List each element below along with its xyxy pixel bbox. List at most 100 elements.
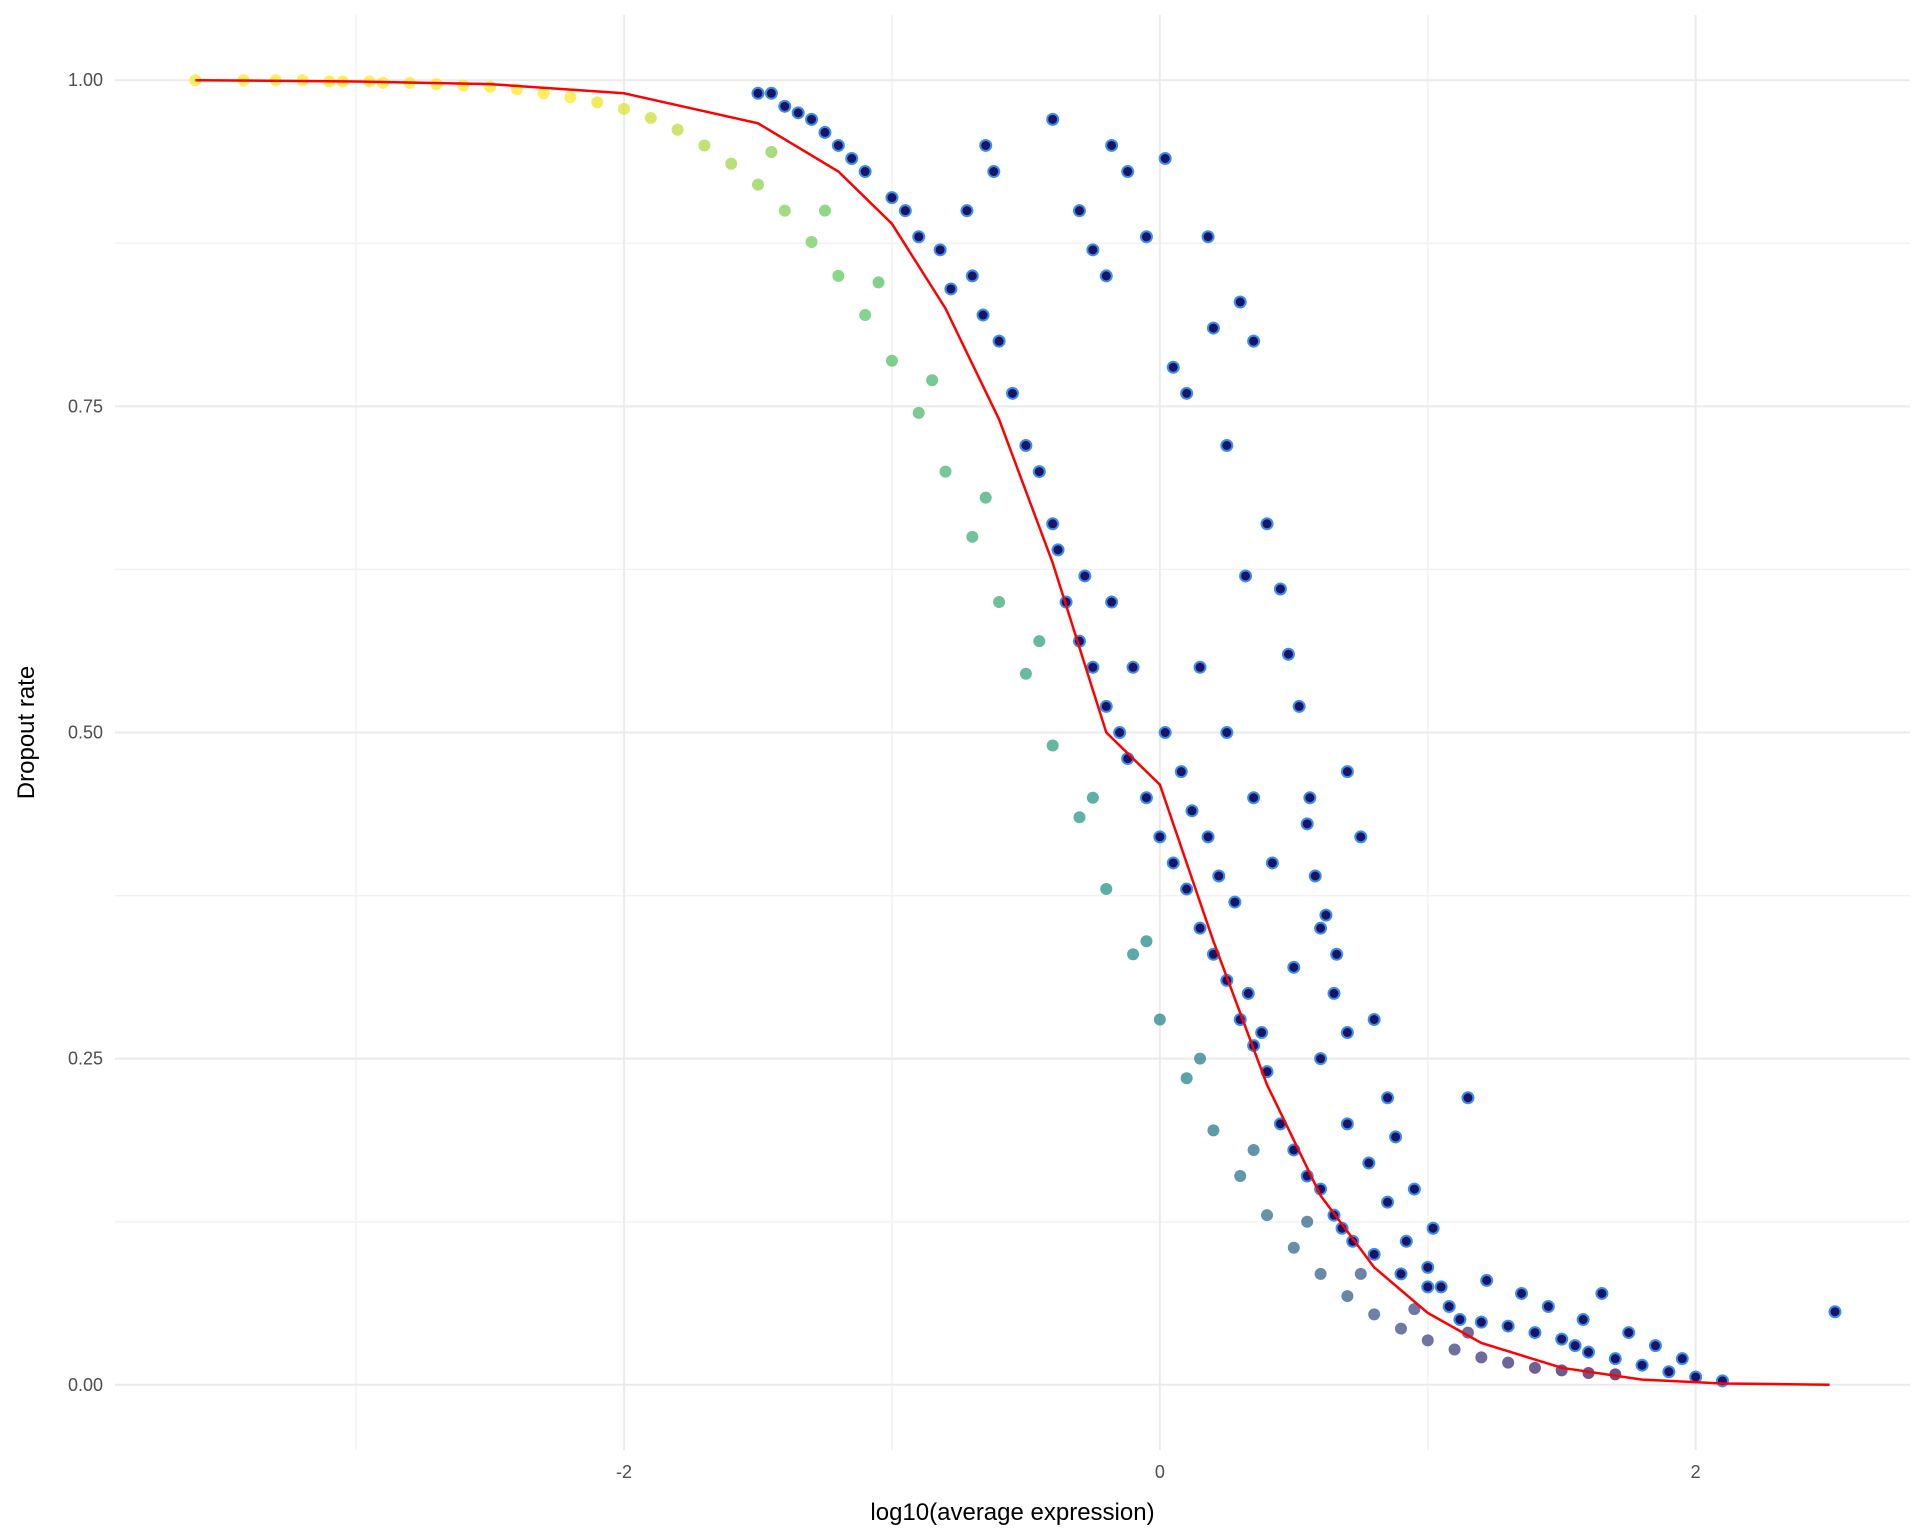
highlighted-point [1314, 1052, 1328, 1066]
x-tick-label: -2 [616, 1462, 632, 1482]
highlighted-point [1308, 869, 1322, 883]
background-point [457, 79, 470, 92]
background-point [671, 123, 684, 136]
y-axis-title: Dropout rate [13, 666, 40, 799]
highlighted-point [1121, 165, 1135, 179]
highlighted-point [1367, 1247, 1381, 1261]
highlighted-point [1314, 921, 1328, 935]
background-point [1528, 1361, 1541, 1374]
highlighted-point [1255, 1026, 1269, 1040]
highlighted-point [764, 86, 778, 100]
highlighted-point [898, 204, 912, 218]
highlighted-point [933, 243, 947, 257]
background-point [859, 309, 872, 322]
highlighted-point [1206, 321, 1220, 335]
highlighted-point [1515, 1286, 1529, 1300]
highlighted-point [1576, 1313, 1590, 1327]
highlighted-point [751, 86, 765, 100]
highlighted-point [1193, 660, 1207, 674]
highlighted-point [1528, 1326, 1542, 1340]
background-point [1019, 667, 1032, 680]
background-point [1261, 1209, 1274, 1222]
highlighted-point [1434, 1280, 1448, 1294]
highlighted-point [1247, 334, 1261, 348]
background-point [939, 465, 952, 478]
background-point [1207, 1124, 1220, 1137]
background-point [926, 374, 939, 387]
highlighted-point [805, 112, 819, 126]
background-point [1301, 1215, 1314, 1228]
highlighted-point [1046, 517, 1060, 531]
highlighted-point [1180, 386, 1194, 400]
highlighted-point [1648, 1339, 1662, 1353]
background-point [1234, 1170, 1247, 1183]
highlighted-point [1099, 269, 1113, 283]
highlighted-point [1139, 230, 1153, 244]
highlighted-point [1265, 856, 1279, 870]
highlighted-point [992, 334, 1006, 348]
background-point [537, 87, 550, 100]
highlighted-point [1086, 660, 1100, 674]
background-point [725, 157, 738, 170]
highlighted-point [1051, 543, 1065, 557]
highlighted-point [1113, 726, 1127, 739]
highlighted-point [1233, 295, 1247, 309]
background-point [1100, 883, 1113, 896]
highlighted-point [1201, 830, 1215, 844]
highlighted-point [1078, 569, 1092, 583]
background-point [966, 530, 979, 543]
highlighted-point [1260, 517, 1274, 531]
highlighted-point [1032, 465, 1046, 479]
highlighted-point [1180, 882, 1194, 896]
highlighted-point [912, 230, 926, 244]
highlighted-point [1367, 1013, 1381, 1026]
highlighted-point [1421, 1280, 1435, 1294]
background-point [832, 269, 845, 282]
highlighted-point [845, 152, 859, 165]
background-point [698, 139, 711, 152]
background-point [644, 112, 657, 125]
background-point [189, 74, 202, 87]
background-point [1247, 1143, 1260, 1156]
background-point [1368, 1308, 1381, 1321]
background-point [591, 96, 604, 109]
background-point [751, 178, 764, 191]
y-tick-label: 1.00 [68, 70, 103, 90]
highlighted-point [1394, 1267, 1408, 1281]
highlighted-point [1407, 1182, 1421, 1196]
highlighted-point [1453, 1313, 1467, 1327]
highlighted-point [1340, 1117, 1354, 1131]
highlighted-point [1330, 947, 1344, 961]
background-point [1448, 1343, 1461, 1356]
highlighted-point [1281, 647, 1295, 661]
background-point [1354, 1267, 1367, 1280]
highlighted-point [1622, 1326, 1636, 1340]
x-tick-label: 2 [1691, 1462, 1701, 1482]
background-points [189, 74, 1622, 1381]
highlighted-point [1399, 1234, 1413, 1248]
background-point [1394, 1322, 1407, 1335]
highlighted-point [1247, 791, 1261, 805]
background-point [1086, 791, 1099, 804]
highlighted-point [1292, 699, 1306, 713]
highlighted-point [1541, 1300, 1555, 1313]
highlighted-point [1273, 582, 1287, 596]
background-point [484, 80, 497, 93]
highlighted-point [1568, 1339, 1582, 1353]
highlighted-point [1381, 1195, 1395, 1209]
background-point [1408, 1303, 1421, 1316]
y-axis-ticks: 0.00 0.25 0.50 0.75 1.00 [68, 70, 103, 1395]
highlighted-point [1828, 1305, 1842, 1319]
highlighted-point [885, 191, 899, 205]
background-point [1341, 1290, 1354, 1303]
highlighted-point [1340, 765, 1354, 779]
highlighted-point [1303, 791, 1317, 805]
background-point [912, 406, 925, 419]
y-tick-label: 0.50 [68, 723, 103, 743]
background-point [1153, 1013, 1166, 1026]
background-point [805, 235, 818, 248]
highlighted-point [1086, 243, 1100, 257]
highlighted-point [1158, 726, 1172, 739]
highlighted-point [1006, 386, 1019, 400]
